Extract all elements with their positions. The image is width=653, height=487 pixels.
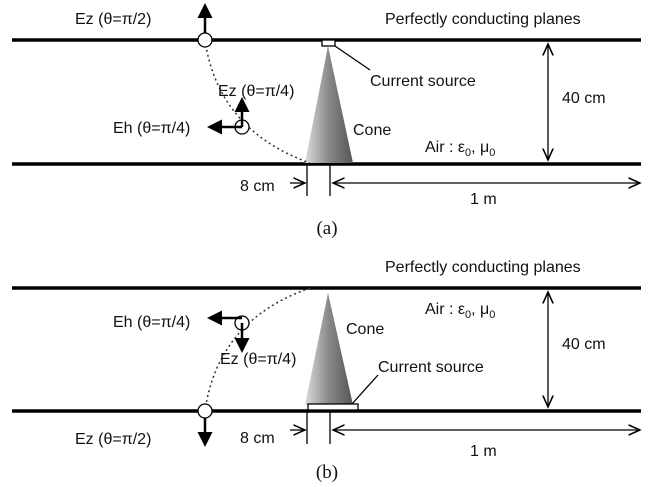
height-label: 40 cm xyxy=(562,90,606,107)
ez-label: Ez (θ=π/2) xyxy=(75,431,151,448)
source xyxy=(321,39,336,47)
planes-label: Perfectly conducting planes xyxy=(385,11,581,28)
length-label: 1 m xyxy=(470,191,497,208)
leader xyxy=(334,45,371,71)
probe xyxy=(197,403,213,419)
arc xyxy=(204,287,311,412)
air-label: Air : ε0, μ0 xyxy=(425,301,495,321)
source xyxy=(307,403,359,411)
eh-label: Eh (θ=π/4) xyxy=(113,120,190,137)
panel-a: Perfectly conducting planes Current sour… xyxy=(12,3,641,239)
planes-label: Perfectly conducting planes xyxy=(385,259,581,276)
source-label: Current source xyxy=(370,73,476,90)
offset-label: 8 cm xyxy=(240,430,275,447)
ez-label: Ez (θ=π/4) xyxy=(220,351,296,368)
leader xyxy=(351,374,379,405)
offset-label: 8 cm xyxy=(240,178,275,195)
caption: (b) xyxy=(316,462,338,483)
eh-label: Eh (θ=π/4) xyxy=(113,314,190,331)
ez-label: Ez (θ=π/2) xyxy=(75,11,151,28)
cone-label: Cone xyxy=(346,321,384,338)
length-label: 1 m xyxy=(470,443,497,460)
height-label: 40 cm xyxy=(562,336,606,353)
ez-label: Ez (θ=π/4) xyxy=(218,83,294,100)
arc xyxy=(204,39,311,164)
cone xyxy=(305,46,353,163)
cone xyxy=(305,293,353,405)
caption: (a) xyxy=(316,218,337,239)
air-label: Air : ε0, μ0 xyxy=(425,139,495,159)
probe xyxy=(197,32,213,48)
panel-b: Perfectly conducting planes Current sour… xyxy=(12,259,641,483)
cone-label: Cone xyxy=(353,122,391,139)
source-label: Current source xyxy=(378,359,484,376)
